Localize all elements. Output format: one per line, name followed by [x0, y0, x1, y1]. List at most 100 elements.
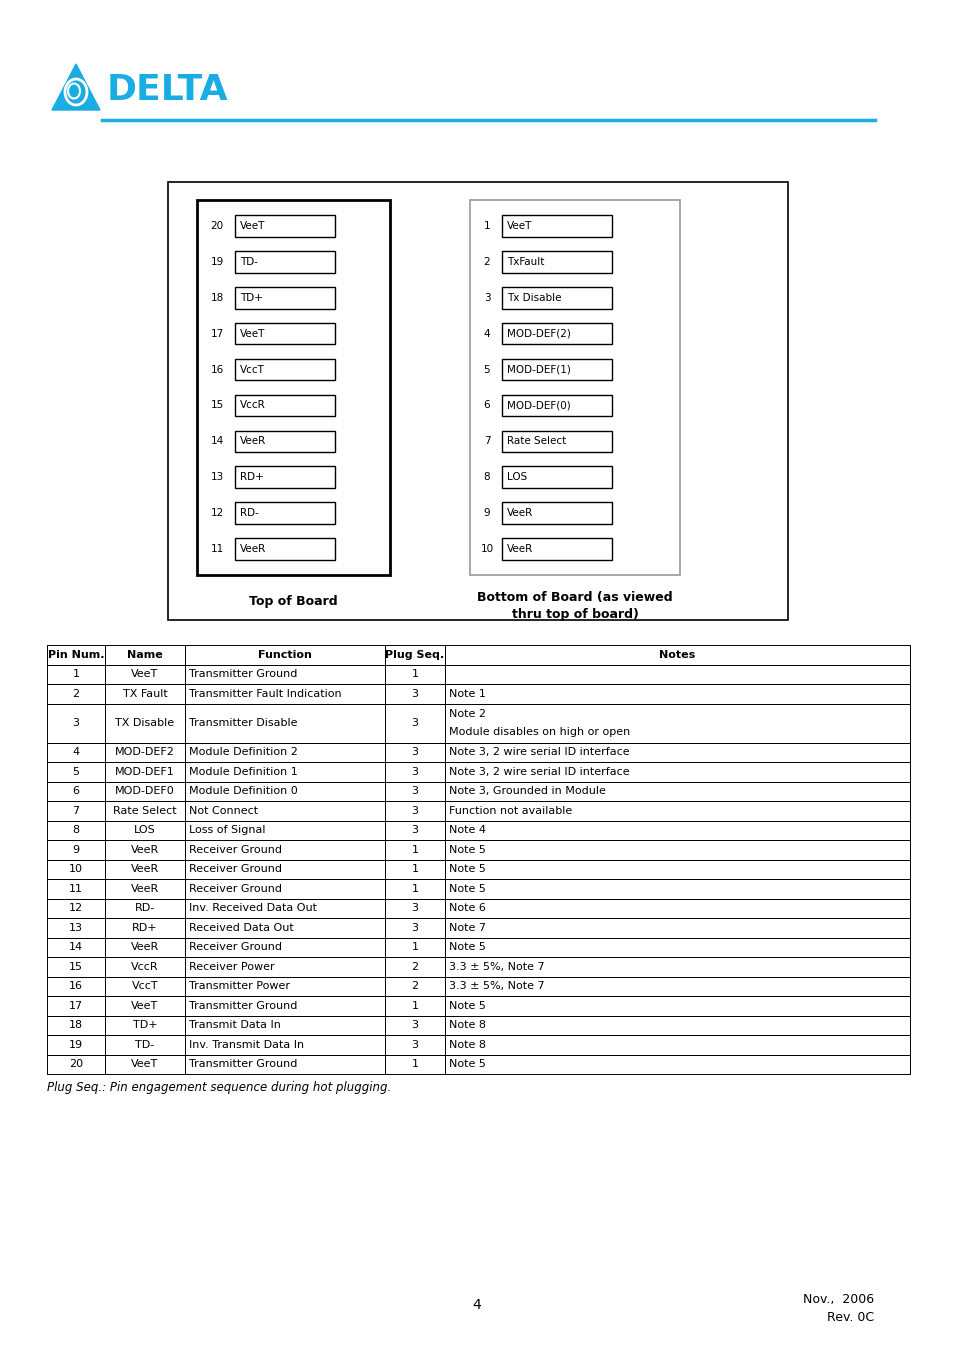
Text: 3.3 ± 5%, Note 7: 3.3 ± 5%, Note 7 — [449, 961, 544, 972]
Text: MOD-DEF(0): MOD-DEF(0) — [506, 401, 570, 410]
Bar — [47, 860, 909, 879]
Bar — [47, 782, 909, 801]
Bar — [501, 539, 612, 560]
Text: 3: 3 — [411, 903, 418, 913]
Text: 1: 1 — [411, 845, 418, 855]
Text: Note 5: Note 5 — [449, 845, 485, 855]
Text: 2: 2 — [483, 256, 490, 267]
Text: 1: 1 — [411, 670, 418, 679]
Bar — [234, 502, 335, 524]
Text: Transmitter Disable: Transmitter Disable — [189, 718, 297, 728]
Bar — [47, 899, 909, 918]
Text: 1: 1 — [411, 884, 418, 894]
Text: 3.3 ± 5%, Note 7: 3.3 ± 5%, Note 7 — [449, 981, 544, 991]
Text: VeeT: VeeT — [240, 328, 265, 339]
Text: VeeR: VeeR — [506, 544, 533, 554]
Text: 4: 4 — [72, 748, 79, 757]
Text: Rate Select: Rate Select — [506, 436, 566, 447]
Text: RD+: RD+ — [132, 923, 157, 933]
Text: 1: 1 — [483, 221, 490, 231]
Text: Notes: Notes — [659, 649, 695, 660]
Text: 14: 14 — [69, 942, 83, 952]
Text: Module Definition 2: Module Definition 2 — [189, 748, 297, 757]
Text: 3: 3 — [411, 1021, 418, 1030]
Text: Pin Num.: Pin Num. — [48, 649, 104, 660]
Bar — [47, 684, 909, 703]
Text: Note 5: Note 5 — [449, 1060, 485, 1069]
Text: VeeT: VeeT — [506, 221, 532, 231]
Bar — [47, 957, 909, 976]
Text: 8: 8 — [72, 825, 79, 836]
Text: 1: 1 — [411, 942, 418, 952]
Text: VeeR: VeeR — [131, 845, 159, 855]
Text: 2: 2 — [72, 688, 79, 699]
Text: 7: 7 — [72, 806, 79, 815]
Bar — [47, 743, 909, 761]
Text: Note 8: Note 8 — [449, 1040, 485, 1050]
Bar — [501, 502, 612, 524]
Text: VeeT: VeeT — [132, 670, 158, 679]
Text: Bottom of Board (as viewed
thru top of board): Bottom of Board (as viewed thru top of b… — [476, 591, 672, 621]
Bar — [501, 394, 612, 416]
Text: Nov.,  2006
Rev. 0C: Nov., 2006 Rev. 0C — [802, 1293, 873, 1324]
Text: 20: 20 — [211, 221, 223, 231]
Text: 3: 3 — [411, 1040, 418, 1050]
Text: 1: 1 — [411, 1060, 418, 1069]
Ellipse shape — [65, 80, 87, 105]
Text: 10: 10 — [480, 544, 493, 554]
Bar — [168, 182, 787, 620]
Text: Note 3, 2 wire serial ID interface: Note 3, 2 wire serial ID interface — [449, 748, 629, 757]
Text: DELTA: DELTA — [107, 73, 229, 107]
Text: 11: 11 — [211, 544, 223, 554]
Text: Top of Board: Top of Board — [249, 595, 337, 609]
Text: VccR: VccR — [132, 961, 158, 972]
Text: 13: 13 — [69, 923, 83, 933]
Text: VeeR: VeeR — [131, 864, 159, 875]
Text: 4: 4 — [483, 328, 490, 339]
Text: Note 5: Note 5 — [449, 942, 485, 952]
Text: 11: 11 — [69, 884, 83, 894]
Text: 16: 16 — [69, 981, 83, 991]
Bar — [47, 976, 909, 996]
Text: Loss of Signal: Loss of Signal — [189, 825, 265, 836]
Text: 9: 9 — [72, 845, 79, 855]
Text: RD+: RD+ — [240, 472, 263, 482]
Bar — [501, 251, 612, 273]
Text: 10: 10 — [69, 864, 83, 875]
Text: LOS: LOS — [134, 825, 155, 836]
Bar — [501, 431, 612, 452]
Bar — [47, 1015, 909, 1035]
Text: TxFault: TxFault — [506, 256, 544, 267]
Bar — [47, 996, 909, 1015]
Text: Receiver Ground: Receiver Ground — [189, 845, 282, 855]
Polygon shape — [52, 63, 100, 109]
Text: VeeR: VeeR — [506, 508, 533, 518]
Text: TX Disable: TX Disable — [115, 718, 174, 728]
Bar — [501, 288, 612, 309]
Text: 4: 4 — [472, 1297, 481, 1312]
Text: TX Fault: TX Fault — [123, 688, 167, 699]
Text: Not Connect: Not Connect — [189, 806, 258, 815]
Text: VccT: VccT — [132, 981, 158, 991]
Text: 16: 16 — [211, 364, 223, 374]
Text: 12: 12 — [211, 508, 223, 518]
Bar — [234, 359, 335, 381]
Text: MOD-DEF(2): MOD-DEF(2) — [506, 328, 570, 339]
Text: 3: 3 — [411, 806, 418, 815]
Text: Note 5: Note 5 — [449, 884, 485, 894]
Bar — [47, 761, 909, 782]
Text: RD-: RD- — [240, 508, 258, 518]
Bar — [501, 467, 612, 487]
Bar — [234, 539, 335, 560]
Text: Note 5: Note 5 — [449, 864, 485, 875]
Text: 13: 13 — [211, 472, 223, 482]
Text: Receiver Power: Receiver Power — [189, 961, 274, 972]
Bar — [47, 664, 909, 684]
Text: Function: Function — [258, 649, 312, 660]
Text: 12: 12 — [69, 903, 83, 913]
Text: 15: 15 — [69, 961, 83, 972]
Text: Plug Seq.: Plug Seq. — [385, 649, 444, 660]
Text: Transmitter Fault Indication: Transmitter Fault Indication — [189, 688, 341, 699]
Text: Name: Name — [127, 649, 163, 660]
Text: 1: 1 — [411, 864, 418, 875]
